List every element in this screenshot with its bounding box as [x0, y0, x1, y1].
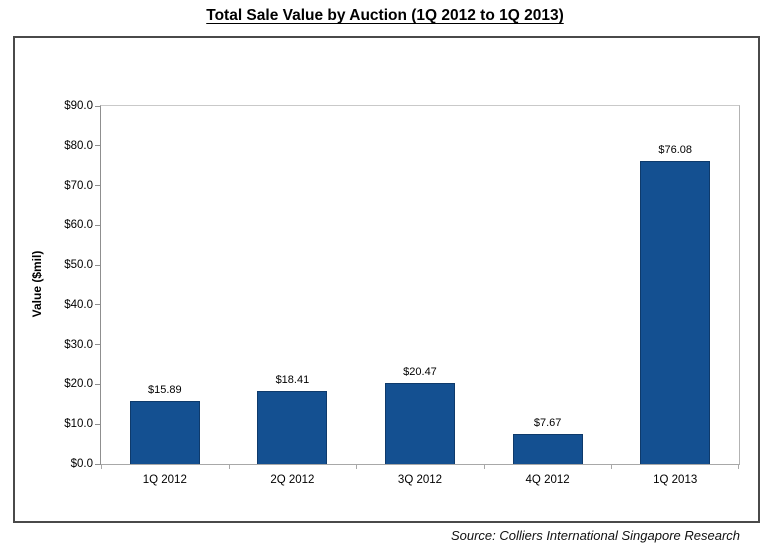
y-tick-mark	[95, 344, 101, 346]
y-tick-mark	[95, 224, 101, 226]
y-tick-label: $90.0	[64, 100, 93, 112]
y-tick-mark	[95, 264, 101, 266]
bar-value-label: $15.89	[147, 383, 182, 396]
y-tick-mark	[95, 383, 101, 385]
y-tick-label: $70.0	[64, 179, 93, 192]
bar-1q-2013	[640, 161, 711, 464]
x-axis-label-4q-2012: 4Q 2012	[525, 474, 570, 486]
bar-2q-2012	[257, 390, 328, 464]
y-tick-mark	[95, 105, 101, 107]
y-tick-mark	[95, 463, 101, 465]
y-tick-mark	[95, 145, 101, 147]
x-axis-label-1q-2013: 1Q 2013	[653, 474, 698, 486]
plot-area: $0.0 $10.0 $20.0 $30.0 $40.0 $50.0 $60.0 $70.0 $…	[64, 100, 740, 486]
x-tick-mark	[611, 464, 613, 469]
bar-value-label: $7.67	[533, 416, 562, 429]
x-tick-mark	[738, 464, 739, 469]
x-tick-mark	[356, 464, 358, 469]
x-axis-label-1q-2012: 1Q 2012	[142, 474, 187, 486]
bar-1q-2012	[129, 400, 200, 464]
chart-title: Total Sale Value by Auction (1Q 2012 to …	[206, 7, 564, 24]
y-tick-mark	[95, 423, 101, 425]
y-tick-label: $80.0	[64, 139, 93, 152]
chart-frame: Value ($mil) $0.0 $10.0 $20.0 $30.0 $40.0 $50…	[13, 36, 760, 523]
bar-3q-2012	[385, 382, 455, 464]
x-tick-mark	[228, 464, 230, 469]
x-axis-label-3q-2012: 3Q 2012	[397, 474, 443, 486]
x-tick-mark	[101, 464, 102, 469]
y-tick-label: $20.0	[64, 378, 93, 391]
y-tick-label: $30.0	[64, 338, 93, 351]
bar-value-label: $18.41	[275, 373, 310, 386]
source-note: Source: Colliers International Singapore…	[450, 528, 740, 543]
y-tick-label: $40.0	[64, 298, 93, 311]
x-axis-label-2q-2012: 2Q 2012	[270, 474, 315, 486]
y-tick-mark	[95, 304, 101, 306]
y-tick-label: $60.0	[64, 219, 93, 232]
y-tick-label: $50.0	[64, 259, 93, 272]
x-tick-mark	[483, 464, 485, 469]
bar-value-label: $20.47	[403, 365, 437, 378]
y-tick-label: $0.0	[70, 458, 93, 470]
y-tick-mark	[95, 185, 101, 187]
bar-value-label: $76.08	[658, 144, 693, 157]
bar-4q-2012	[512, 433, 583, 464]
y-tick-label: $10.0	[64, 418, 93, 431]
